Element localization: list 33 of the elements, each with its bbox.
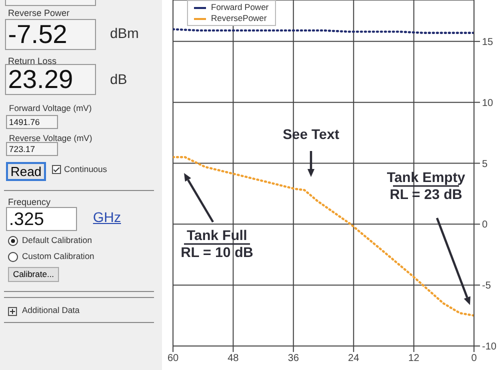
text: Default Calibration	[22, 235, 92, 245]
button: Read	[6, 162, 46, 181]
x-tick-label: 12	[408, 353, 420, 364]
text: Reverse Voltage (mV)	[9, 133, 92, 143]
text: Continuous	[64, 164, 108, 174]
legend-label: ReversePower	[210, 13, 268, 24]
text: Additional Data	[22, 305, 80, 315]
text-field: .325	[6, 207, 77, 231]
y-tick-label: 5	[482, 158, 488, 170]
text: dBm	[110, 25, 139, 41]
y-tick-label: 15	[482, 36, 494, 48]
y-tick-label: 10	[482, 98, 494, 109]
text: dB	[110, 71, 128, 87]
text: Return Loss	[8, 56, 57, 66]
text-field: 723.17	[6, 142, 58, 156]
text: Reverse Power	[8, 8, 70, 18]
y-tick-label: 0	[482, 220, 488, 231]
y-tick-label: -5	[482, 280, 492, 292]
text-field: 1491.76	[6, 115, 58, 129]
text: Forward Voltage (mV)	[9, 103, 92, 113]
text-field: -7.52	[5, 19, 96, 50]
text-field: 23.29	[5, 64, 96, 95]
legend-label: Forward Power	[210, 2, 269, 13]
x-tick-label: 24	[348, 353, 360, 364]
x-tick-label: 48	[228, 353, 240, 364]
text: Custom Calibration	[22, 251, 94, 261]
x-tick-label: 0	[471, 353, 478, 364]
y-tick-label: -10	[482, 342, 497, 353]
text: GHz	[93, 209, 121, 225]
x-tick-label: 60	[167, 353, 179, 364]
button: Calibrate...	[8, 267, 59, 282]
text: Frequency	[8, 197, 51, 207]
x-tick-label: 36	[288, 353, 300, 364]
